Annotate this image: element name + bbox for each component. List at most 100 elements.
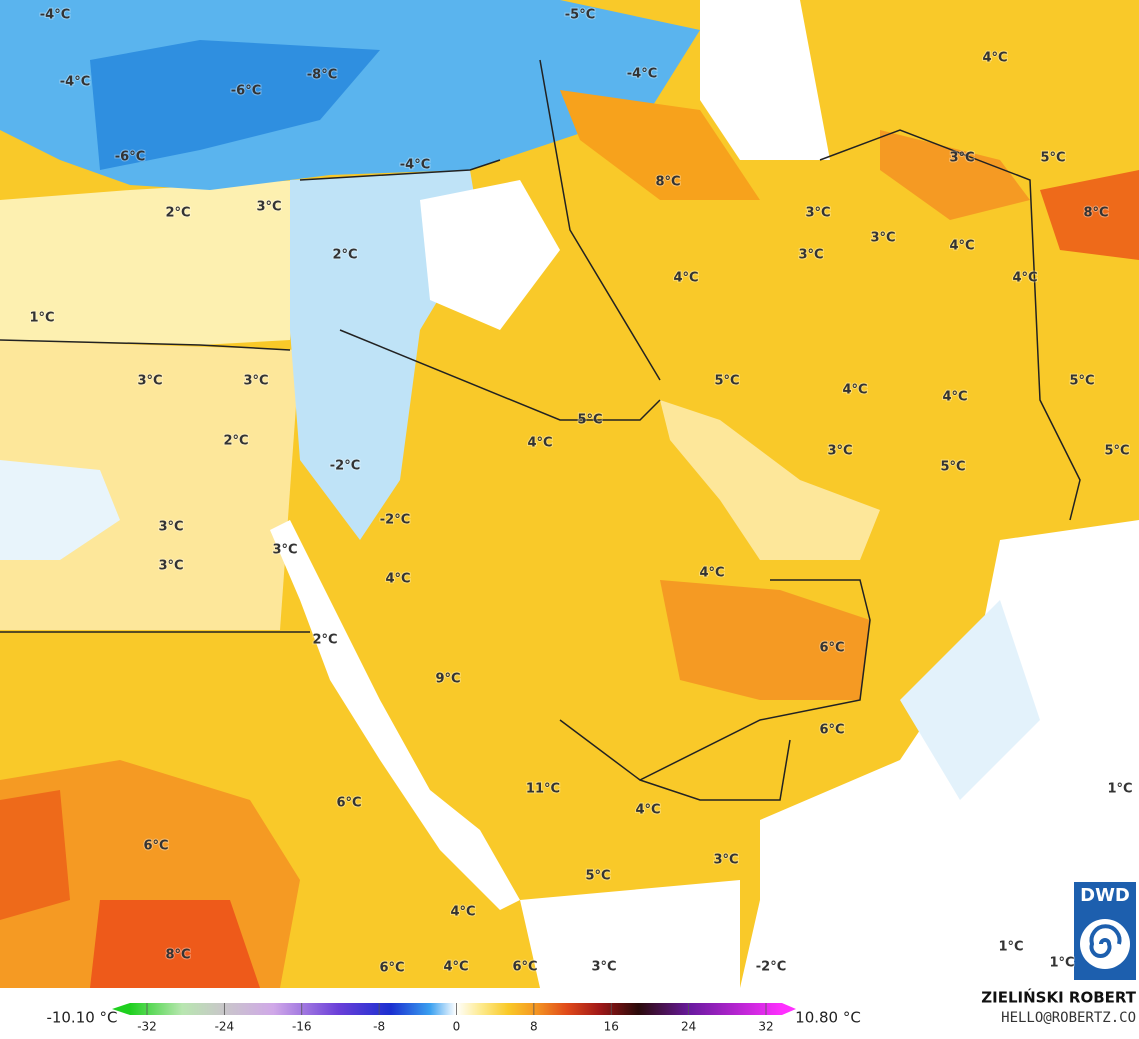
temperature-label: 3°C <box>591 960 616 975</box>
neutral-field <box>420 180 560 330</box>
temperature-label: 4°C <box>699 566 724 581</box>
temperature-label: 5°C <box>1040 151 1065 166</box>
border <box>339 329 661 421</box>
temperature-label: 2°C <box>223 434 248 449</box>
temperature-label: -4°C <box>627 67 657 82</box>
temperature-label: 4°C <box>443 960 468 975</box>
temperature-label: 3°C <box>158 520 183 535</box>
colorbar-min: -10.10 °C <box>46 1009 117 1027</box>
email: HELLO@ROBERTZ.CO <box>1001 1010 1136 1026</box>
temperature-label: 8°C <box>655 175 680 190</box>
temperature-label: 4°C <box>673 271 698 286</box>
temperature-label: 4°C <box>842 383 867 398</box>
temperature-label: -4°C <box>40 8 70 23</box>
borders <box>0 59 1081 801</box>
gulf-of-aden <box>520 880 740 988</box>
temperature-label: 3°C <box>272 543 297 558</box>
temperature-label: 3°C <box>827 444 852 459</box>
caspian-sea <box>700 0 830 160</box>
temperature-label: -8°C <box>307 68 337 83</box>
temperature-label: 3°C <box>256 200 281 215</box>
temperature-label: 5°C <box>585 869 610 884</box>
border <box>639 739 791 801</box>
red-sea <box>270 520 520 910</box>
temperature-label: 4°C <box>1012 271 1037 286</box>
temperature-label: 8°C <box>165 948 190 963</box>
cold-field <box>900 600 1040 800</box>
temperature-label: 5°C <box>714 374 739 389</box>
temperature-label: 5°C <box>1104 444 1129 459</box>
temperature-label: 4°C <box>385 572 410 587</box>
temperature-label: 1°C <box>998 940 1023 955</box>
warm-field <box>1040 170 1139 260</box>
temperature-label: 3°C <box>243 374 268 389</box>
colorbar-tip <box>112 1003 130 1015</box>
colorbar-tick-label: 32 <box>758 1020 773 1034</box>
temperature-label: 4°C <box>527 436 552 451</box>
persian-gulf <box>660 400 880 560</box>
temperature-label: 8°C <box>1083 206 1108 221</box>
temperature-label: 9°C <box>435 672 460 687</box>
temperature-label: 11°C <box>526 782 560 797</box>
colorbar-tick-label: -8 <box>373 1020 385 1034</box>
temperature-label: 3°C <box>805 206 830 221</box>
temperature-label: 4°C <box>949 239 974 254</box>
mediterranean <box>0 180 300 345</box>
temperature-label: -5°C <box>565 8 595 23</box>
temperature-label: -4°C <box>400 158 430 173</box>
egypt-field <box>0 340 300 630</box>
temperature-label: 3°C <box>870 231 895 246</box>
border <box>0 339 291 351</box>
colorbar-tick-label: 0 <box>453 1020 461 1034</box>
temperature-label: -6°C <box>231 84 261 99</box>
colorbar-max: 10.80 °C <box>795 1009 861 1027</box>
temperature-label: 1°C <box>1107 782 1132 797</box>
temperature-label: 2°C <box>332 248 357 263</box>
temperature-label: 2°C <box>165 206 190 221</box>
temperature-label: -2°C <box>380 513 410 528</box>
warm-field <box>660 580 870 700</box>
logo: DWD <box>1074 882 1136 980</box>
temperature-label: -4°C <box>60 75 90 90</box>
logo-swirl <box>1089 924 1122 958</box>
colorbar-tick-label: 24 <box>681 1020 696 1034</box>
hot-field <box>90 900 260 988</box>
border <box>539 59 661 381</box>
border <box>819 129 1081 521</box>
temperature-label: 1°C <box>1049 956 1074 971</box>
colorbar: -10.10 °C 10.80 °C -32 -24 -16 -8 0 8 16 24 32 <box>0 988 1139 1035</box>
temperature-label: 6°C <box>379 961 404 976</box>
warm-field <box>880 130 1030 220</box>
colorbar-tick-label: 16 <box>604 1020 619 1034</box>
temperature-label: 3°C <box>137 374 162 389</box>
temperature-label: 6°C <box>143 839 168 854</box>
logo-text: DWD <box>1080 885 1130 906</box>
temperature-label: -2°C <box>756 960 786 975</box>
cold-field <box>90 40 380 170</box>
hot-field <box>0 790 70 920</box>
warm-field <box>560 90 760 200</box>
colorbar-tick-label: -24 <box>215 1020 235 1034</box>
temperature-label: 6°C <box>336 796 361 811</box>
colorbar-tip <box>782 1003 796 1015</box>
author: ZIELIŃSKI ROBERT <box>981 988 1136 1007</box>
cold-field <box>0 460 120 560</box>
map-fields <box>0 0 1139 988</box>
temperature-label: 3°C <box>949 151 974 166</box>
temperature-label: 3°C <box>713 853 738 868</box>
temperature-label: 3°C <box>798 248 823 263</box>
colorbar-tick-label: -16 <box>292 1020 312 1034</box>
temperature-label: 4°C <box>450 905 475 920</box>
temperature-label: 5°C <box>577 413 602 428</box>
temperature-label: 4°C <box>635 803 660 818</box>
colorbar-tick-label: 8 <box>530 1020 538 1034</box>
temperature-label: 6°C <box>819 641 844 656</box>
border <box>299 159 501 181</box>
temperature-label: 5°C <box>940 460 965 475</box>
temperature-label: 4°C <box>942 390 967 405</box>
temperature-label: 5°C <box>1069 374 1094 389</box>
temperature-label: 1°C <box>29 311 54 326</box>
temperature-label: 6°C <box>819 723 844 738</box>
colorbar-tick-label: -32 <box>137 1020 157 1034</box>
